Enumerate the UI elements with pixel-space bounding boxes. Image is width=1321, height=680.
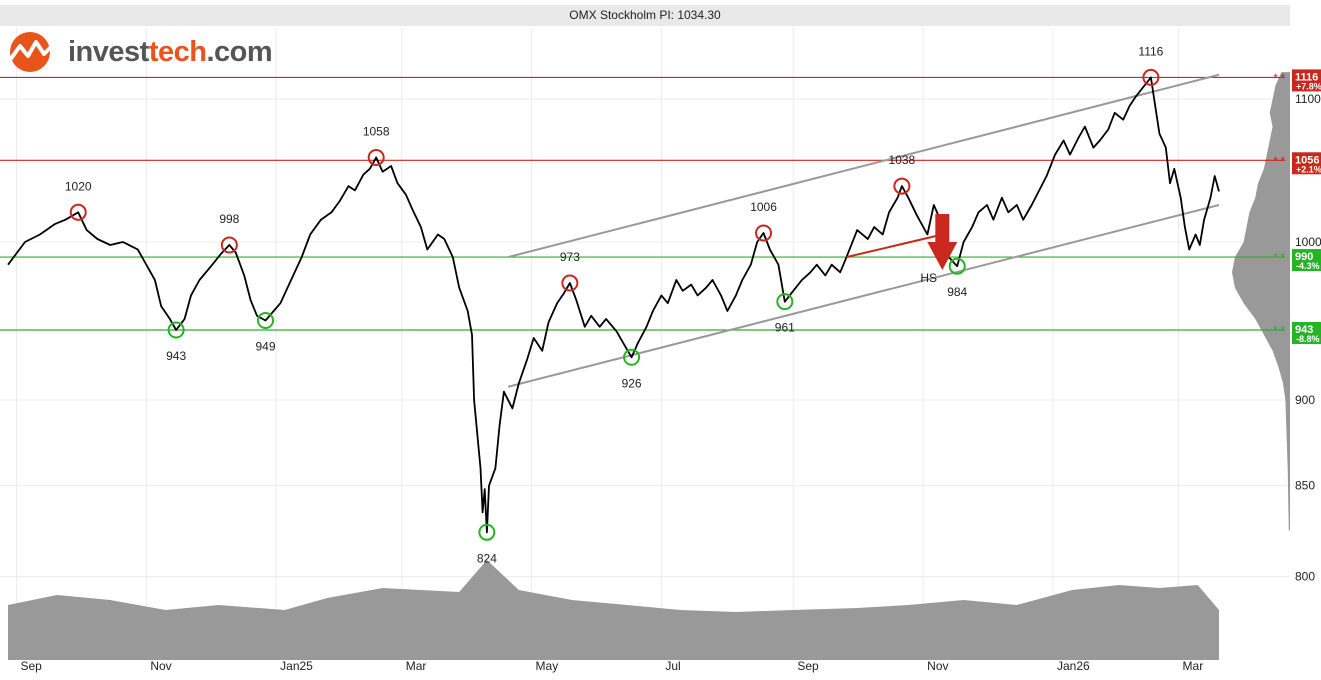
grid [0, 28, 1290, 660]
trough-label: 824 [477, 551, 497, 565]
resistance-badge-value: 1056 [1295, 154, 1319, 166]
x-tick-label: Mar [1183, 659, 1204, 673]
hs-label: HS [920, 271, 937, 285]
logo: investtech.com [4, 30, 273, 74]
price-series [7, 76, 1220, 534]
trough-marker [257, 311, 275, 329]
peak-marker [367, 148, 385, 166]
x-tick-label: Jan26 [1057, 659, 1090, 673]
price-line [7, 76, 1220, 534]
trough-marker [478, 523, 496, 541]
x-tick-label: May [536, 659, 559, 673]
volume-area-path [8, 560, 1219, 660]
y-tick-label: 800 [1295, 570, 1315, 584]
support-badge-value: 943 [1295, 324, 1313, 336]
support-badge-value: 990 [1295, 251, 1313, 263]
peak-marker [220, 236, 238, 254]
peak-marker [561, 274, 579, 292]
x-tick-label: Jan25 [280, 659, 313, 673]
trough-label: 949 [256, 339, 276, 353]
trough-marker [167, 321, 185, 339]
hs-arrow [927, 214, 958, 270]
x-tick-label: Nov [150, 659, 171, 673]
trough-marker [623, 348, 641, 366]
title-bar: OMX Stockholm PI: 1034.30 [0, 5, 1290, 26]
channel-lower [507, 204, 1220, 388]
volume-area [8, 560, 1219, 660]
x-tick-label: Sep [797, 659, 819, 673]
hs-neckline [846, 233, 943, 259]
x-tick-label: Nov [927, 659, 948, 673]
support-marker: ** [1272, 325, 1286, 339]
x-axis: Sep Nov Jan25 Mar May Jul Sep Nov Jan26 Mar [21, 659, 1204, 673]
resistance-marker: ** [1272, 72, 1286, 86]
logo-icon [8, 32, 56, 72]
y-axis: 800 850 900 1000 1100 [1295, 92, 1321, 584]
support-badge-pct: -8.8% [1296, 334, 1320, 344]
trough-label: 961 [775, 321, 795, 335]
volume-profile [1232, 72, 1290, 531]
x-tick-label: Jul [665, 659, 680, 673]
support-resistance-lines [0, 76, 1285, 331]
peak-label: 1038 [889, 153, 916, 167]
x-tick-label: Sep [21, 659, 43, 673]
chart-title: OMX Stockholm PI: 1034.30 [569, 8, 721, 22]
y-tick-label: 850 [1295, 479, 1315, 493]
peak-label: 1020 [65, 179, 92, 193]
peak-label: 998 [219, 212, 239, 226]
support-badge [1292, 249, 1321, 272]
trough-label: 943 [166, 349, 186, 363]
y-tick-label: 1000 [1295, 235, 1321, 249]
resistance-badge-pct: +7.8% [1296, 81, 1321, 91]
resistance-badge [1292, 69, 1321, 92]
peak-label: 1116 [1138, 44, 1163, 58]
x-tick-label: Mar [406, 659, 427, 673]
resistance-badge-pct: +2.1% [1296, 164, 1321, 174]
peak-marker [69, 203, 87, 221]
support-badge-pct: -4.3% [1296, 261, 1320, 271]
trough-label: 926 [622, 376, 642, 390]
support-marker: ** [1272, 252, 1286, 266]
resistance-badge [1292, 152, 1321, 175]
peak-marker [893, 177, 911, 195]
plot-background [0, 28, 1290, 660]
y-tick-label: 1100 [1295, 92, 1321, 106]
support-badge [1292, 322, 1321, 345]
level-badges: ** 1116+7.8% ** 1056+2.1% ** 990-4.3% ** 943-8.… [1272, 69, 1321, 345]
extreme-markers: 1020 998 1058 973 1006 1038 1116 943 949 824 926 96… [65, 44, 1164, 565]
logo-text: investtech.com [68, 35, 273, 68]
channel-upper [507, 73, 1220, 259]
peak-marker [1142, 68, 1160, 86]
peak-label: 1058 [363, 124, 390, 138]
trend-channel [507, 73, 1220, 388]
hs-pattern: HS [846, 214, 958, 285]
resistance-badge-value: 1116 [1295, 71, 1318, 83]
peak-label: 1006 [750, 200, 777, 214]
trough-marker [948, 257, 966, 275]
volume-profile-path [1232, 72, 1290, 531]
trough-marker [776, 293, 794, 311]
trough-label: 984 [947, 285, 967, 299]
y-tick-label: 900 [1295, 393, 1315, 407]
resistance-marker: ** [1272, 155, 1286, 169]
peak-marker [755, 224, 773, 242]
peak-label: 973 [560, 250, 580, 264]
